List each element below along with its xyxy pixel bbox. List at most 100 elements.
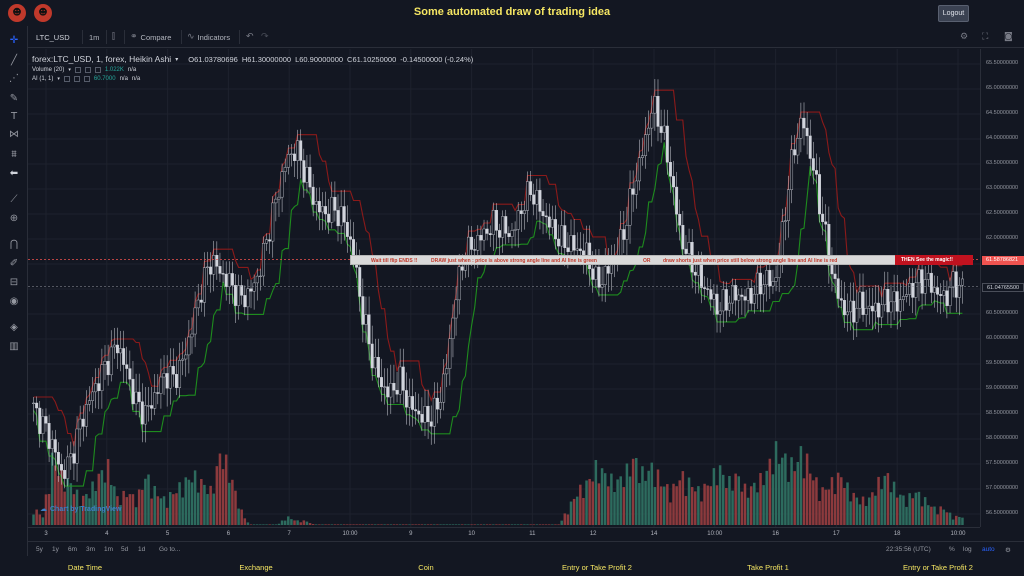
candle-body (336, 210, 340, 227)
volume-bar (582, 498, 585, 525)
ai-label[interactable]: AI (1, 1) (32, 76, 54, 82)
volume-bar (889, 492, 893, 525)
watermark-text: Chart by TradingView (50, 505, 122, 513)
volume-bar (501, 524, 504, 525)
x-tick-label: 10:00 (950, 531, 966, 537)
pattern-icon[interactable]: ⋈ (9, 129, 19, 140)
range-3m[interactable]: 3m (86, 546, 96, 553)
compare-button[interactable]: ⚭ Compare (130, 30, 171, 44)
volume-bar (175, 493, 178, 525)
undo-button[interactable]: ↶ (246, 30, 254, 44)
eye-toggle-icon[interactable] (74, 67, 81, 73)
legend-series-title[interactable]: forex:LTC_USD, 1, forex, Heikin Ashi (32, 54, 172, 64)
indicators-button[interactable]: ∿ Indicators (187, 30, 230, 44)
percent-toggle[interactable]: % (949, 546, 955, 553)
arrow-left-icon[interactable]: ⬅ (9, 168, 19, 179)
settings-button[interactable]: ⚙ (960, 30, 968, 44)
candle-body (361, 296, 365, 325)
settings-toggle-icon[interactable] (84, 67, 91, 73)
candle-body (721, 289, 725, 312)
volume-label[interactable]: Volume (20) (32, 67, 65, 73)
brush-icon[interactable]: ✎ (9, 93, 19, 104)
bar-style-button[interactable]: ⫿ (112, 30, 115, 44)
time-axis[interactable]: 3 4 5 6 7 10:00 9 10 11 12 14 10:00 16 17 18 10:00 (28, 527, 980, 541)
volume-bar (470, 524, 473, 525)
price-axis[interactable]: 65.50000000 65.00000000 64.50000000 64.0000… (980, 49, 1024, 527)
volume-bars (32, 441, 964, 525)
candle-body (818, 174, 821, 215)
logout-button[interactable]: Logout (938, 5, 969, 22)
x-tick-label: 3 (44, 531, 48, 537)
chevron-down-icon[interactable]: ▾ (68, 67, 71, 73)
close-toggle-icon[interactable] (83, 76, 90, 82)
eye-toggle-icon[interactable] (63, 76, 70, 82)
layers-icon[interactable]: ◈ (10, 322, 18, 333)
candle-body (271, 202, 275, 242)
candle-body (451, 317, 455, 339)
strategy-annotation[interactable]: Wait till flip ENDS !! DRAW just when : … (350, 255, 973, 265)
range-5d[interactable]: 5d (121, 546, 129, 553)
range-1y[interactable]: 1y (52, 546, 59, 553)
lock-icon[interactable]: ⊟ (9, 277, 19, 288)
volume-bar (858, 504, 862, 525)
goto-button[interactable]: Go to... (159, 546, 181, 553)
price-chart[interactable] (28, 49, 980, 527)
candle-body (634, 180, 638, 195)
gear-icon[interactable]: ⚙ (1005, 546, 1011, 554)
chart-pane[interactable] (28, 49, 980, 527)
candle-body (494, 209, 498, 231)
fib-icon[interactable]: ⋰ (9, 73, 19, 84)
crosshair-icon[interactable]: ✛ (9, 35, 19, 46)
mask-logo-icon[interactable]: ☻ (8, 4, 26, 22)
y-tick-label: 59.00000000 (986, 385, 1019, 391)
eye-icon[interactable]: ◉ (9, 296, 19, 307)
volume-bar (923, 497, 927, 525)
redo-button[interactable]: ↷ (261, 30, 269, 44)
candle-body (84, 404, 88, 427)
chevron-down-icon[interactable]: ▾ (175, 56, 179, 63)
range-1m[interactable]: 1m (104, 546, 114, 553)
volume-bar (473, 524, 476, 525)
candle-body (855, 307, 859, 323)
range-1d[interactable]: 1d (138, 546, 146, 553)
magnet-icon[interactable]: ⋂ (9, 239, 19, 250)
zoom-in-icon[interactable]: ⊕ (9, 213, 19, 224)
range-5y[interactable]: 5y (36, 546, 43, 553)
volume-bar (790, 457, 793, 525)
stay-drawing-icon[interactable]: ✐ (9, 258, 19, 269)
annotation-wait: Wait till flip ENDS !! (371, 258, 418, 264)
candle-body (700, 263, 703, 288)
trash-icon[interactable]: ▥ (9, 341, 19, 352)
snapshot-button[interactable]: ◙ (1004, 30, 1013, 44)
chevron-down-icon[interactable]: ▾ (57, 76, 60, 82)
log-toggle[interactable]: log (963, 546, 972, 553)
mask-logo-icon[interactable]: ☻ (34, 4, 52, 22)
volume-bar (85, 494, 88, 525)
volume-bar (740, 491, 744, 525)
interval-button[interactable]: 1m (89, 32, 100, 42)
volume-bar (554, 524, 557, 525)
close-toggle-icon[interactable] (94, 67, 101, 73)
volume-bar (165, 507, 169, 525)
candle-body (311, 186, 315, 205)
auto-toggle[interactable]: auto (982, 546, 995, 553)
prediction-icon[interactable]: ⩩ (11, 149, 17, 160)
text-icon[interactable]: T (10, 111, 18, 122)
candle-body (929, 272, 933, 293)
range-6m[interactable]: 6m (68, 546, 78, 553)
volume-bar (892, 481, 896, 525)
candle-body (560, 225, 564, 247)
trend-line-icon[interactable]: ╱ (10, 55, 18, 66)
candle-body (140, 401, 144, 425)
settings-toggle-icon[interactable] (73, 76, 80, 82)
candle-body (53, 439, 57, 453)
volume-bar (119, 505, 122, 525)
fullscreen-button[interactable]: ⛶ (982, 30, 988, 44)
symbol-search[interactable]: LTC_USD (36, 30, 70, 44)
volume-bar (69, 483, 73, 525)
volume-bar (60, 468, 63, 525)
ruler-icon[interactable]: ⟋ (10, 194, 18, 205)
tradingview-watermark[interactable]: ☁ Chart by TradingView (40, 505, 121, 513)
volume-bar (280, 520, 284, 525)
candle-body (81, 418, 85, 427)
